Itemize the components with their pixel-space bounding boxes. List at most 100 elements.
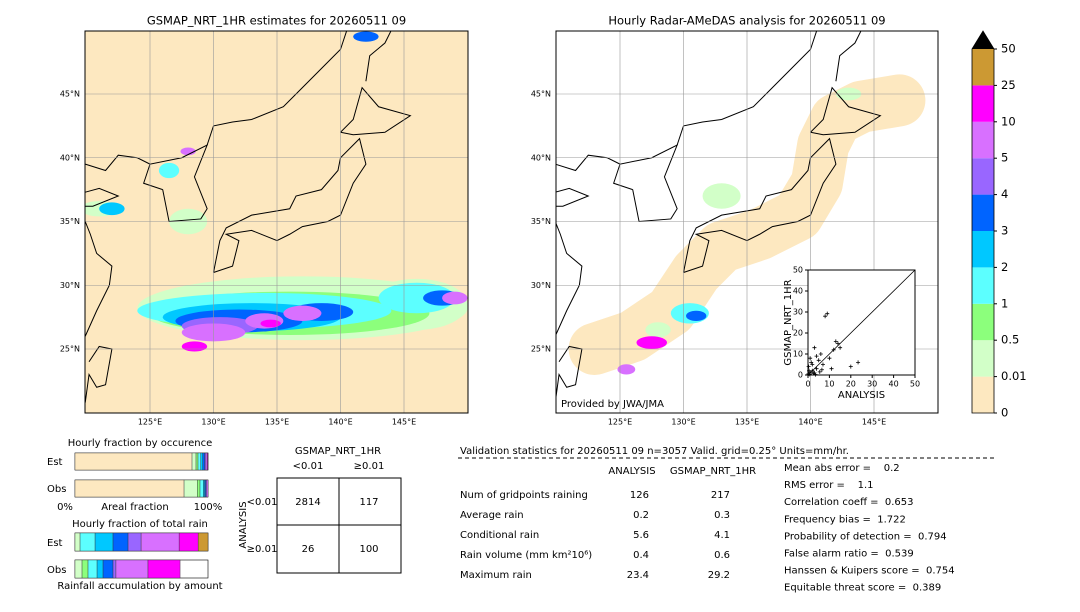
y-axis-label: GSMAP_NRT_1HR: [783, 279, 794, 365]
fraction-segment: [94, 532, 114, 552]
scatter-point: [848, 364, 853, 369]
coastline: [143, 143, 209, 223]
scatter-point: [827, 356, 832, 361]
fraction-segment: [96, 559, 104, 579]
x-axis-label: ANALYSIS: [838, 390, 885, 401]
coastline: [85, 154, 151, 172]
analysis-area: [568, 74, 926, 375]
lon-label: 135°E: [735, 418, 759, 427]
colorbar-frame: [971, 30, 995, 414]
stats-value: 0.4: [633, 550, 649, 561]
scatter-point: [814, 354, 819, 359]
fraction-segment: [202, 452, 205, 471]
lat-label: 45°N: [60, 90, 80, 99]
coastline: [85, 345, 113, 403]
rain-area: [686, 310, 707, 321]
colorbar-segment: [972, 158, 994, 195]
lon-label: 140°E: [328, 418, 352, 427]
lat-label: 45°N: [531, 90, 551, 99]
row-label: Est: [47, 538, 63, 549]
table-cell: 117: [359, 497, 378, 508]
col-label: <0.01: [293, 461, 324, 472]
scatter-point: [812, 345, 817, 350]
scatter-point: [817, 369, 822, 374]
scatter-point: [818, 352, 823, 356]
stats-value: 4.1: [714, 530, 730, 541]
y-tick-label: 40: [793, 287, 803, 296]
panel-title: Hourly fraction by occurence: [68, 438, 212, 449]
col-label: ≥0.01: [354, 461, 385, 472]
table-cell: 2814: [295, 497, 320, 508]
map-title: GSMAP_NRT_1HR estimates for 20260511 09: [147, 14, 406, 28]
lat-label: 25°N: [60, 345, 80, 354]
coastline: [556, 187, 590, 207]
colorbar-label: 2: [1001, 260, 1008, 274]
colorbar-label: 4: [1001, 187, 1008, 201]
stats-value: 0.6: [714, 550, 730, 561]
lat-label: 30°N: [60, 281, 80, 290]
fraction-segment: [140, 532, 180, 552]
scatter-point: [835, 341, 840, 346]
y-tick-label: 10: [793, 350, 803, 359]
score: Hanssen & Kuipers score = 0.754: [784, 566, 955, 577]
stats-value: 217: [711, 490, 730, 501]
fraction-segment: [199, 479, 204, 498]
colorbar-extend: [972, 31, 994, 49]
row-label: ≥0.01: [247, 544, 278, 555]
rain-area: [645, 322, 671, 338]
map-frame: [84, 30, 469, 414]
fraction-segment: [183, 479, 198, 498]
rain-area: [702, 183, 741, 209]
y-tick-label: 0: [798, 371, 803, 380]
row-label: <0.01: [247, 497, 278, 508]
scatter-point: [831, 347, 836, 352]
colorbar-segment: [972, 85, 994, 122]
y-tick-label: 30: [793, 308, 803, 317]
colorbar-segment: [972, 121, 994, 159]
x-tick-label: 20: [846, 380, 856, 389]
x-tick-label: 0: [805, 380, 810, 389]
axis-label: 100%: [194, 502, 223, 513]
axis-label: 0%: [57, 502, 73, 513]
x-tick-label: 50: [910, 380, 920, 389]
rain-area: [260, 319, 281, 328]
lon-label: 145°E: [392, 418, 416, 427]
lon-label: 125°E: [608, 418, 632, 427]
lat-label: 40°N: [531, 153, 551, 162]
fraction-segment: [207, 452, 209, 471]
row-label: Est: [47, 457, 63, 468]
fraction-segment: [102, 559, 114, 579]
score: Correlation coeff = 0.653: [784, 497, 914, 508]
colorbar-segment: [972, 231, 994, 268]
lat-label: 40°N: [60, 153, 80, 162]
rain-area: [158, 162, 180, 179]
colorbar-segment: [972, 49, 994, 86]
x-tick-label: 10: [824, 380, 834, 389]
panel-title: Hourly fraction of total rain: [72, 519, 208, 530]
fraction-segment: [197, 532, 209, 552]
colorbar-label: 50: [1001, 42, 1016, 56]
coastline: [556, 345, 583, 401]
colorbar-label: 5: [1001, 151, 1008, 165]
colorbar-segment: [972, 267, 994, 304]
rain-area: [636, 336, 667, 349]
credit: Provided by JWA/JMA: [561, 399, 664, 410]
coastline: [810, 86, 882, 136]
colorbar-label: 3: [1001, 224, 1008, 238]
fraction-segment: [195, 452, 199, 471]
scatter-point: [816, 358, 821, 363]
lon-label: 140°E: [798, 418, 822, 427]
fraction-segment: [127, 532, 142, 552]
scatter-point: [810, 362, 815, 367]
scatter-point: [806, 364, 811, 369]
colorbar-segment: [972, 194, 994, 231]
stats-value: 29.2: [708, 570, 730, 581]
coastline: [85, 221, 113, 337]
score: Probability of detection = 0.794: [784, 531, 947, 542]
score: Frequency bias = 1.722: [784, 514, 906, 525]
lat-label: 35°N: [531, 217, 551, 226]
rain-area: [378, 282, 455, 314]
rain-area: [181, 341, 208, 352]
x-tick-label: 40: [889, 380, 899, 389]
coastline: [213, 137, 367, 273]
